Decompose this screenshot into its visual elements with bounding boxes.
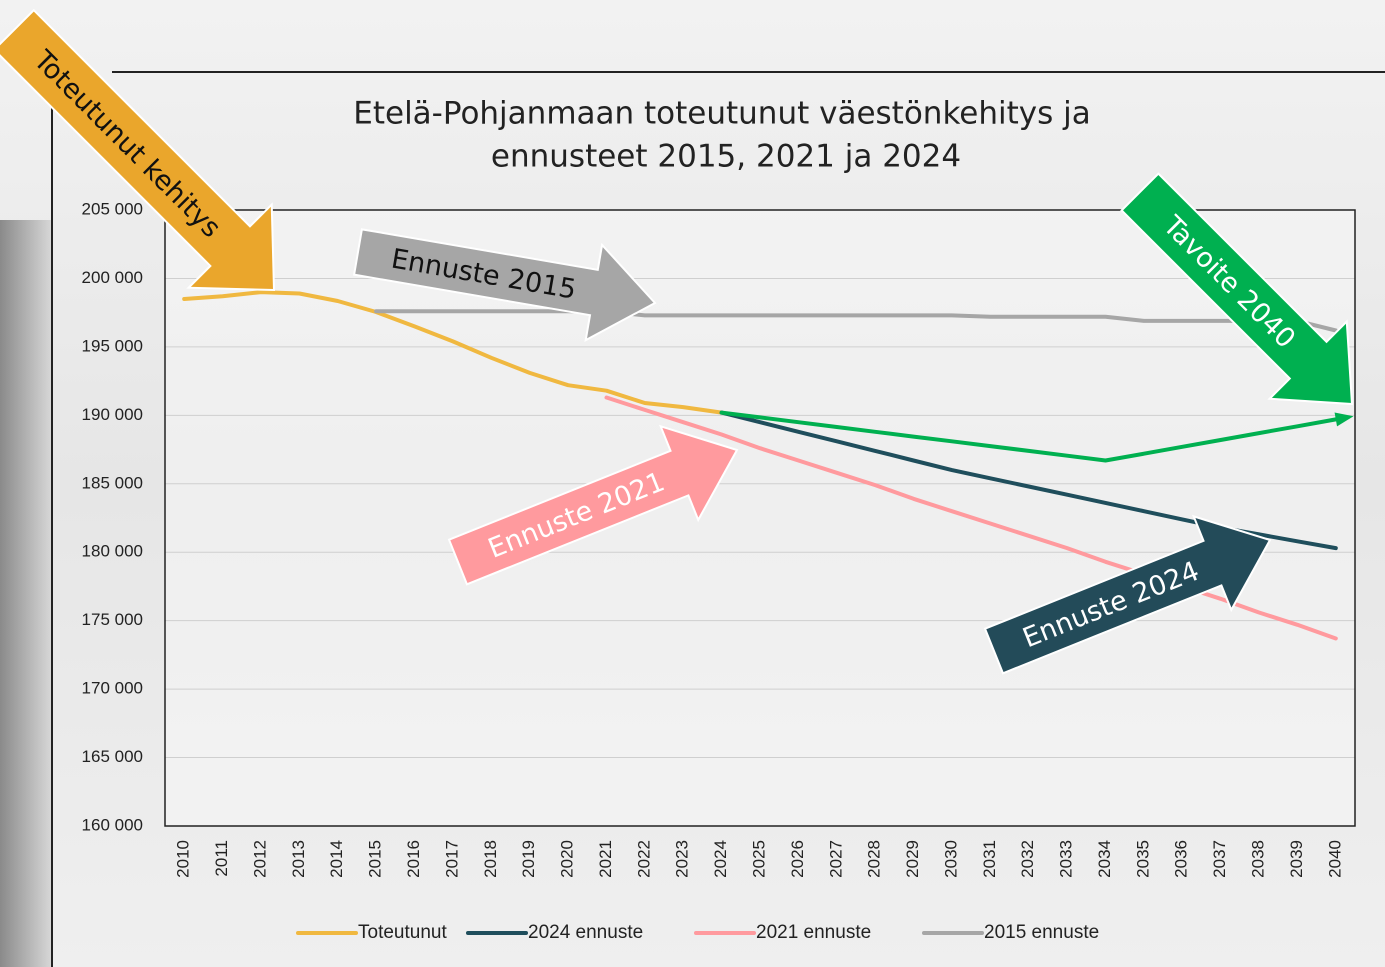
legend-label: 2024 ennuste: [528, 922, 643, 943]
y-tick-label: 195 000: [82, 336, 143, 355]
y-tick-label: 185 000: [82, 473, 143, 492]
series-line: [182, 290, 724, 415]
x-tick-label: 2034: [1095, 840, 1114, 878]
x-tick-label: 2036: [1172, 840, 1191, 878]
arrow-shape: [983, 514, 1272, 675]
x-tick-label: 2019: [519, 840, 538, 878]
line-arrowhead: [1334, 412, 1354, 427]
arrow-shape: [447, 424, 739, 586]
y-tick-label: 205 000: [82, 199, 143, 218]
x-tick-label: 2011: [212, 840, 231, 877]
chart-title: ennusteet 2015, 2021 ja 2024: [491, 139, 961, 175]
legend-label: Toteutunut: [358, 922, 447, 943]
x-tick-label: 2039: [1287, 840, 1306, 878]
x-tick-label: 2028: [865, 840, 884, 878]
x-tick-label: 2015: [366, 840, 385, 878]
y-tick-label: 170 000: [82, 679, 143, 698]
y-tick-label: 160 000: [82, 815, 143, 834]
x-tick-label: 2031: [980, 840, 999, 878]
x-tick-label: 2010: [174, 840, 193, 878]
x-tick-label: 2037: [1210, 840, 1229, 878]
legend-label: 2015 ennuste: [984, 922, 1099, 943]
x-tick-label: 2040: [1325, 840, 1344, 878]
x-tick-label: 2029: [903, 840, 922, 878]
x-tick-label: 2022: [634, 840, 653, 878]
x-tick-label: 2016: [404, 840, 423, 878]
series-line: [604, 395, 1338, 641]
x-tick-label: 2035: [1133, 840, 1152, 878]
x-tick-label: 2020: [558, 840, 577, 878]
arrow-shape: [1120, 172, 1354, 406]
y-tick-label: 190 000: [82, 405, 143, 424]
x-tick-label: 2033: [1057, 840, 1076, 878]
x-tick-label: 2017: [442, 840, 461, 878]
y-tick-label: 180 000: [82, 542, 143, 561]
x-tick-label: 2018: [481, 840, 500, 878]
side-shade: [0, 220, 52, 967]
x-tick-label: 2024: [711, 840, 730, 878]
x-tick-label: 2032: [1018, 840, 1037, 878]
x-tick-label: 2012: [250, 840, 269, 878]
plot-frame: [164, 209, 1356, 827]
x-tick-label: 2013: [289, 840, 308, 878]
series-line: [719, 410, 1338, 463]
x-tick-label: 2027: [826, 840, 845, 878]
y-tick-label: 175 000: [82, 610, 143, 629]
x-tick-label: 2030: [941, 840, 960, 878]
arrow-shape: [0, 8, 276, 292]
arrow-shape: [352, 228, 657, 342]
series-line: [374, 309, 1338, 333]
x-tick-label: 2023: [673, 840, 692, 878]
plot-background: [165, 210, 1355, 826]
x-tick-label: 2038: [1249, 840, 1268, 878]
x-tick-label: 2021: [596, 840, 615, 878]
chart-title: Etelä-Pohjanmaan toteutunut väestönkehit…: [353, 96, 1091, 132]
x-tick-label: 2026: [788, 840, 807, 878]
x-tick-label: 2014: [327, 840, 346, 878]
legend-label: 2021 ennuste: [756, 922, 871, 943]
y-tick-label: 200 000: [82, 268, 143, 287]
x-tick-label: 2025: [749, 840, 768, 878]
plot-area: 160 000 165 000 170 000 175 000 180 000 185 0…: [82, 199, 1356, 878]
y-tick-label: 165 000: [82, 747, 143, 766]
